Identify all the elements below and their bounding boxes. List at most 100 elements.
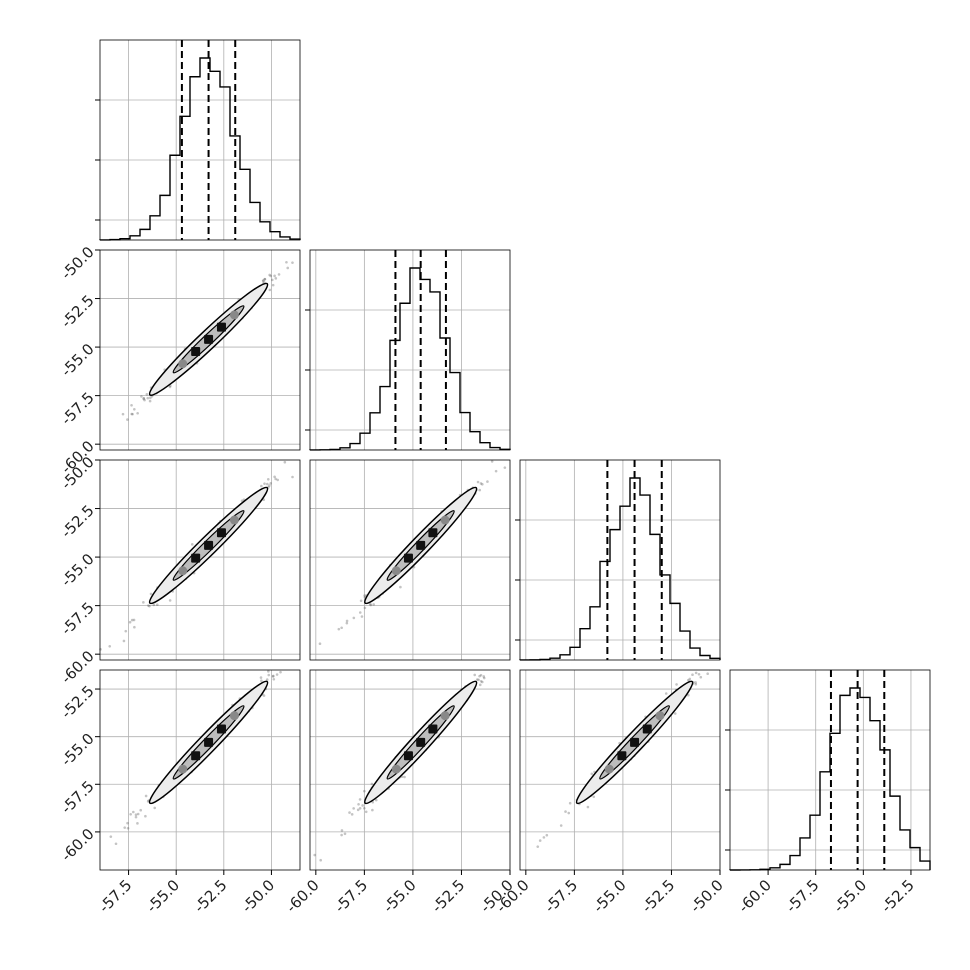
sample-point [263,277,267,281]
sample-point [538,839,542,842]
sample-point [274,477,277,481]
sample-point [348,811,351,814]
sample-point [130,403,133,407]
sample-point [128,620,132,624]
scatter-panel-3-0: -52.5 -55.0 -57.5 -60.0 [57,669,301,871]
sample-point [286,266,290,270]
sample-point [267,673,271,677]
sample-point [142,601,145,604]
x-axis-1: -60.0 -57.5 -55.0 -52.5 -50.0 [282,870,517,916]
sample-point [149,396,152,400]
sample-point [126,418,129,421]
sample-point [363,606,367,610]
sample-point [269,482,273,485]
sample-point [564,810,567,813]
sample-point [130,412,133,416]
sample-point [262,694,266,697]
sample-point [675,683,678,686]
sample-point [567,811,571,815]
sample-point [133,625,136,629]
density-core [416,737,426,747]
sample-point [478,674,481,678]
y-tick-label: -60.0 [57,825,97,865]
density-core [178,359,188,369]
sample-point [699,675,703,679]
sample-point [131,412,134,416]
x-tick-label: -50.0 [687,876,727,916]
sample-point [132,618,136,622]
sample-point [368,602,372,606]
sample-point [340,829,344,832]
sample-point [274,277,278,280]
sample-point [273,475,276,479]
density-core [204,540,214,550]
sample-point [271,675,275,678]
sample-point [261,279,265,283]
sample-point [694,682,698,686]
sample-point [477,678,480,682]
density-core [391,764,401,774]
y-tick-label: -60.0 [57,647,97,687]
sample-point [478,488,482,492]
sample-point [482,676,486,680]
scatter-panel-3-2 [519,669,721,871]
sample-point [291,475,294,479]
sample-point [273,274,276,278]
sample-point [134,815,138,819]
density-core [403,553,413,563]
panel-frame [309,459,511,661]
x-tick-label: -52.5 [878,876,918,916]
sample-point [146,396,150,400]
sample-point [168,385,172,389]
x-axis-2: -60.0 -57.5 -55.0 -52.5 -50.0 [492,870,727,916]
sample-point [268,484,271,487]
sample-point [136,812,140,816]
density-core [391,566,401,576]
sample-point [240,499,244,503]
scatter-panel-3-1 [309,669,511,871]
histogram-2 [519,477,721,661]
scatter-panel-1-0: -50.0-52.5-55.0-57.5-60.0 [57,243,301,477]
sample-point [399,585,402,589]
sample-point [363,806,366,810]
sample-point [473,673,477,677]
sample-point [343,832,347,836]
sample-point [494,469,498,473]
sample-point [359,599,363,603]
sample-point [352,807,355,810]
sample-point [371,808,374,812]
x-axis-0: -57.5 -55.0 -52.5 -50.0 [95,870,278,916]
sample-point [403,775,406,779]
sample-point [697,672,701,676]
sample-point [559,824,563,827]
sample-point [345,621,349,625]
sample-point [536,845,540,848]
scatter-panel-2-1 [309,459,511,661]
sample-point [124,629,128,633]
sample-point [144,814,147,818]
sample-point [363,594,366,597]
x-tick-label: -52.5 [428,876,468,916]
sample-point [277,273,281,276]
sample-point [545,833,549,837]
panel-frame [519,459,721,661]
density-core [630,737,640,747]
sample-point [262,279,265,282]
sample-point [259,676,263,679]
sample-point [121,412,125,416]
sample-point [122,639,126,643]
histogram-1 [309,267,511,451]
sample-point [148,604,151,608]
sample-point [490,460,494,463]
hist-panel-0 [95,39,301,241]
sample-point [313,853,317,857]
sample-point [319,858,322,862]
density-core [440,515,450,525]
density-core [655,711,665,721]
sample-point [481,482,484,486]
x-tick-label: -55.0 [590,876,630,916]
sample-point [134,813,138,817]
sample-point [144,794,148,798]
sample-point [268,273,271,277]
sample-point [155,603,159,607]
